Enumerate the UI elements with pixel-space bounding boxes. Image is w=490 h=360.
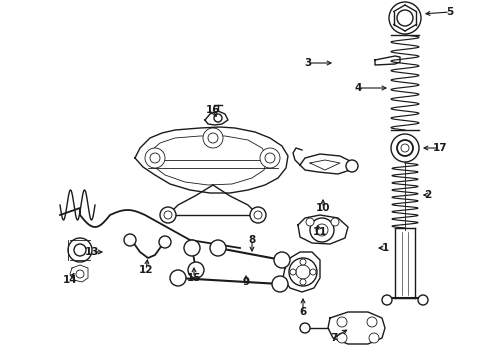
Text: 8: 8 (248, 235, 256, 245)
Text: 15: 15 (187, 273, 201, 283)
Circle shape (274, 252, 290, 268)
Text: 16: 16 (206, 105, 220, 115)
Circle shape (346, 160, 358, 172)
Circle shape (210, 240, 226, 256)
Text: 17: 17 (433, 143, 447, 153)
Circle shape (418, 295, 428, 305)
Polygon shape (283, 252, 320, 292)
Circle shape (124, 234, 136, 246)
Circle shape (164, 211, 172, 219)
Circle shape (260, 148, 280, 168)
Text: 3: 3 (304, 58, 312, 68)
Circle shape (159, 236, 171, 248)
Circle shape (250, 207, 266, 223)
Circle shape (265, 153, 275, 163)
Text: 10: 10 (316, 203, 330, 213)
Polygon shape (135, 127, 288, 193)
Circle shape (184, 240, 200, 256)
Circle shape (300, 259, 306, 265)
Text: 6: 6 (299, 307, 307, 317)
Circle shape (306, 218, 314, 226)
Text: 9: 9 (243, 277, 249, 287)
Circle shape (331, 218, 339, 226)
Circle shape (272, 276, 288, 292)
Text: 14: 14 (63, 275, 77, 285)
Circle shape (214, 114, 222, 122)
Text: 1: 1 (381, 243, 389, 253)
Polygon shape (70, 265, 88, 282)
Circle shape (397, 10, 413, 26)
Circle shape (188, 262, 204, 278)
Circle shape (391, 134, 419, 162)
Circle shape (254, 211, 262, 219)
Text: 7: 7 (330, 333, 338, 343)
Circle shape (401, 144, 409, 152)
Polygon shape (300, 154, 352, 174)
Circle shape (296, 265, 310, 279)
Text: 13: 13 (85, 247, 99, 257)
Circle shape (310, 269, 316, 275)
Text: 2: 2 (424, 190, 432, 200)
Text: 12: 12 (139, 265, 153, 275)
Circle shape (389, 2, 421, 34)
Circle shape (382, 295, 392, 305)
Circle shape (397, 140, 413, 156)
Text: 4: 4 (354, 83, 362, 93)
Circle shape (208, 133, 218, 143)
Circle shape (337, 317, 347, 327)
Circle shape (367, 317, 377, 327)
Circle shape (337, 333, 347, 343)
Circle shape (203, 128, 223, 148)
Circle shape (316, 224, 328, 236)
Polygon shape (328, 312, 385, 344)
Polygon shape (375, 56, 400, 65)
Circle shape (76, 270, 84, 278)
Text: 5: 5 (446, 7, 454, 17)
Polygon shape (205, 111, 228, 125)
Circle shape (290, 269, 296, 275)
Circle shape (74, 244, 86, 256)
Circle shape (289, 258, 317, 286)
Circle shape (300, 279, 306, 285)
Circle shape (160, 207, 176, 223)
Polygon shape (298, 215, 348, 244)
Text: 11: 11 (313, 227, 327, 237)
Circle shape (369, 333, 379, 343)
Circle shape (300, 323, 310, 333)
Circle shape (170, 270, 186, 286)
Circle shape (145, 148, 165, 168)
Circle shape (68, 238, 92, 262)
Circle shape (150, 153, 160, 163)
Circle shape (310, 218, 334, 242)
